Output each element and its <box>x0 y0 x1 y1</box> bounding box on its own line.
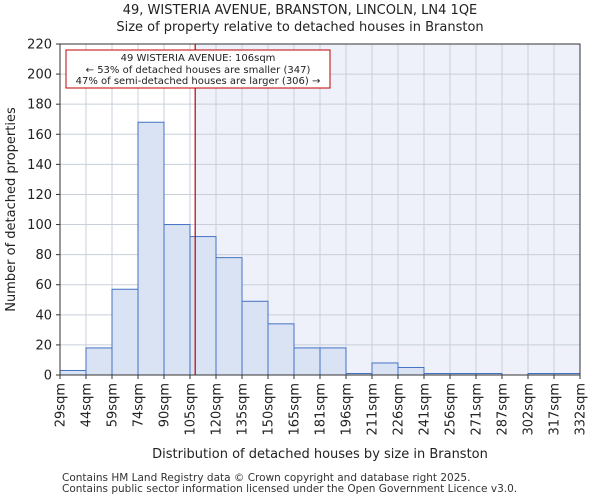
x-tick-label: 271sqm <box>470 383 485 436</box>
x-tick-label: 90sqm <box>158 383 173 427</box>
x-tick-label: 150sqm <box>262 383 277 436</box>
annotation-line-3: 47% of semi-detached houses are larger (… <box>76 76 321 87</box>
histogram-bar <box>215 257 243 376</box>
x-tick-label: 226sqm <box>392 383 407 436</box>
histogram-bar <box>59 369 87 376</box>
x-tick-label: 120sqm <box>210 383 225 436</box>
x-tick-label: 29sqm <box>54 383 69 427</box>
annotation-box <box>65 49 331 89</box>
x-tick-label: 241sqm <box>418 383 433 436</box>
x-tick-label: 59sqm <box>106 383 121 427</box>
x-axis-label: Distribution of detached houses by size … <box>152 447 488 462</box>
y-tick-label: 40 <box>35 308 52 323</box>
histogram-bar <box>267 323 295 376</box>
x-tick-label: 44sqm <box>80 383 95 427</box>
y-tick-label: 120 <box>27 188 52 203</box>
histogram-bar <box>85 347 113 376</box>
histogram-bar <box>397 366 425 376</box>
x-tick-label: 211sqm <box>366 383 381 436</box>
y-tick-label: 60 <box>35 278 52 293</box>
footer-licence: Contains public sector information licen… <box>62 483 518 495</box>
y-tick-label: 140 <box>27 158 52 173</box>
histogram-bar <box>293 347 321 376</box>
histogram-bar <box>137 121 165 376</box>
histogram-bar <box>319 347 347 376</box>
x-tick-label: 317sqm <box>548 383 563 436</box>
chart-title: 49, WISTERIA AVENUE, BRANSTON, LINCOLN, … <box>122 3 478 18</box>
x-tick-label: 196sqm <box>340 383 355 436</box>
y-tick-label: 200 <box>27 68 52 83</box>
chart-subtitle: Size of property relative to detached ho… <box>116 20 484 35</box>
footer-copyright: Contains HM Land Registry data © Crown c… <box>62 472 471 484</box>
y-tick-label: 80 <box>35 248 52 263</box>
histogram-bar <box>371 362 399 376</box>
x-tick-label: 165sqm <box>288 383 303 436</box>
y-axis-label: Number of detached properties <box>4 107 19 312</box>
annotation-line-1: 49 WISTERIA AVENUE: 106sqm <box>121 53 276 64</box>
x-tick-label: 287sqm <box>496 383 511 436</box>
histogram-bar <box>189 236 217 376</box>
y-tick-label: 0 <box>44 369 52 384</box>
y-tick-label: 100 <box>27 218 52 233</box>
x-tick-label: 256sqm <box>444 383 459 436</box>
x-tick-label: 181sqm <box>314 383 329 436</box>
x-tick-label: 105sqm <box>184 383 199 436</box>
y-tick-label: 20 <box>35 338 52 353</box>
x-tick-label: 302sqm <box>522 383 537 436</box>
y-tick-label: 180 <box>27 98 52 113</box>
annotation-line-2: ← 53% of detached houses are smaller (34… <box>86 65 311 76</box>
histogram-bar <box>163 224 191 376</box>
histogram-bar <box>111 288 139 376</box>
y-tick-label: 160 <box>27 128 52 143</box>
x-tick-label: 135sqm <box>236 383 251 436</box>
x-tick-label: 332sqm <box>574 383 589 436</box>
y-tick-label: 220 <box>27 38 52 53</box>
x-tick-label: 74sqm <box>132 383 147 427</box>
histogram-bar <box>241 300 269 376</box>
